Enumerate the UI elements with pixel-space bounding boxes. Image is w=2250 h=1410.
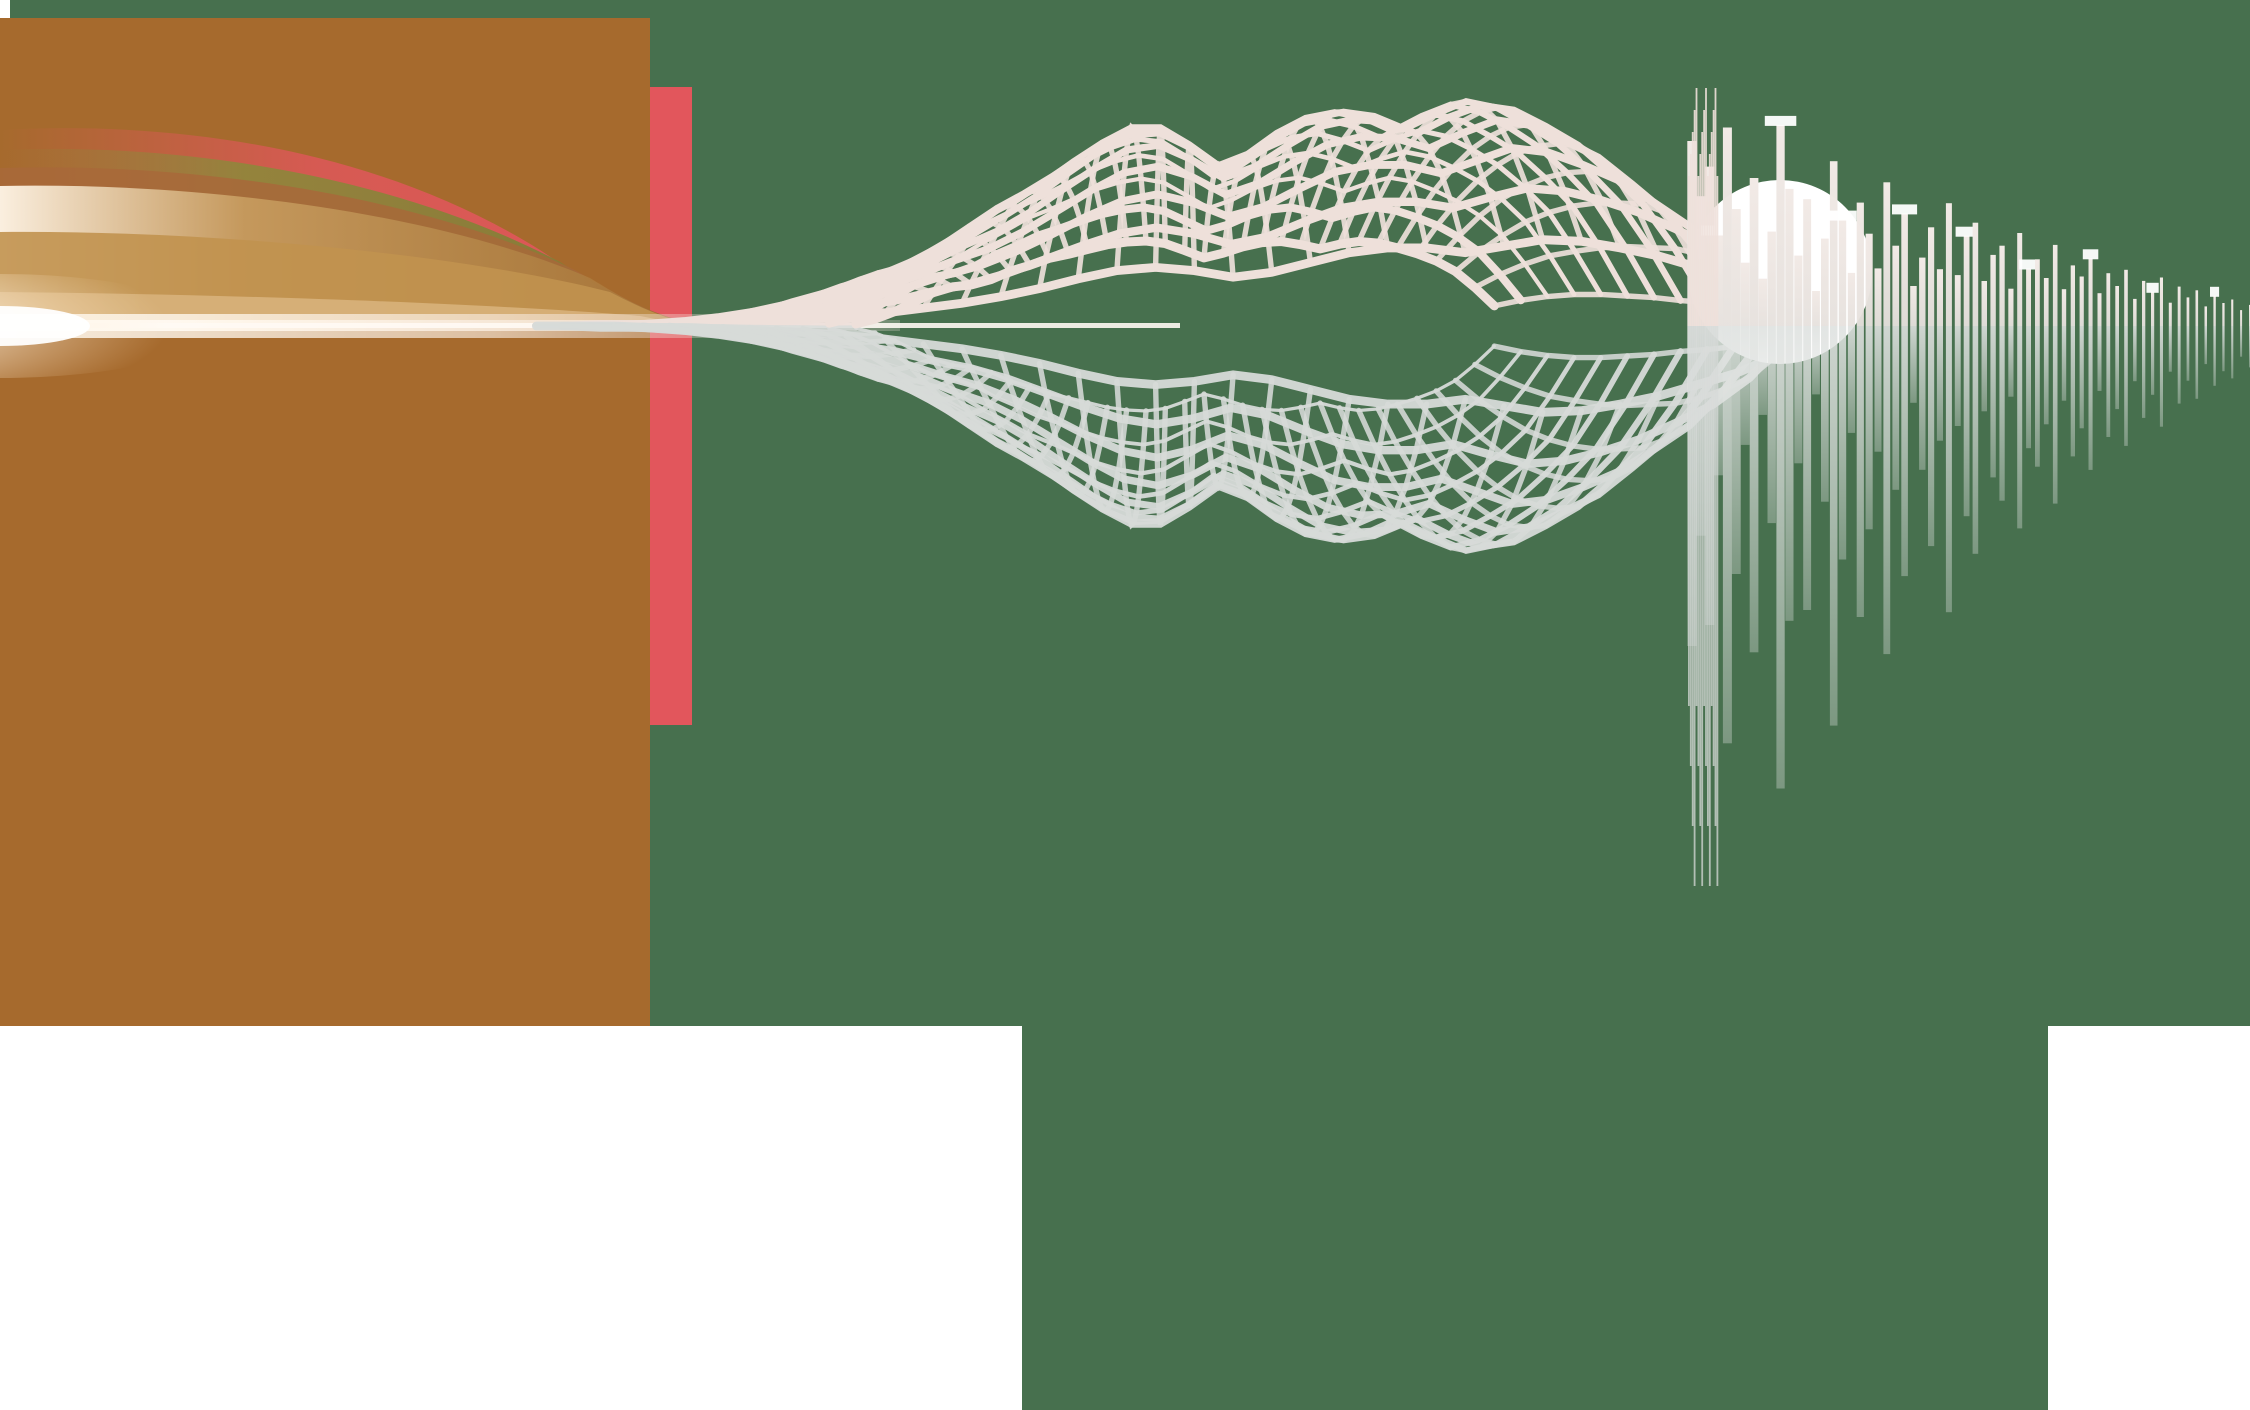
frequency-spikes-lower-mirror — [1687, 326, 2250, 886]
flare-core-glow — [0, 274, 210, 378]
frequency-spikes-upper — [1687, 88, 2250, 326]
red-strip-layer — [650, 87, 692, 725]
terrain-mesh-lower-mirror — [531, 321, 1819, 554]
white-block-bottom-right — [2048, 1026, 2250, 1410]
red-strip — [650, 87, 692, 725]
terrain-mesh-tail — [1022, 1026, 2048, 1410]
terrain-crest-skin — [825, 203, 1525, 329]
white-block-bottom-left — [0, 1026, 1022, 1410]
white-notch-top-left — [0, 0, 10, 18]
